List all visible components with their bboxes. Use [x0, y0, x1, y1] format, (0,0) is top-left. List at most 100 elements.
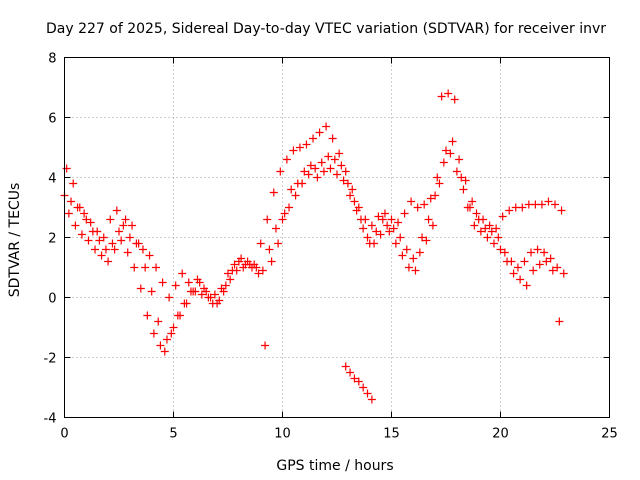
- data-point: [226, 275, 235, 284]
- data-point: [322, 122, 331, 131]
- data-point: [339, 176, 348, 185]
- data-point: [95, 236, 104, 245]
- data-point: [337, 161, 346, 170]
- data-point: [472, 209, 481, 218]
- data-point: [309, 134, 318, 143]
- data-point: [548, 266, 557, 275]
- data-point: [402, 245, 411, 254]
- data-point: [476, 227, 485, 236]
- data-point: [117, 236, 126, 245]
- data-point: [435, 179, 444, 188]
- data-point: [540, 248, 549, 257]
- data-point: [300, 167, 309, 176]
- data-point: [302, 140, 311, 149]
- data-point: [269, 188, 278, 197]
- data-point: [82, 215, 91, 224]
- data-point: [433, 173, 442, 182]
- data-point: [415, 248, 424, 257]
- data-point: [350, 374, 359, 383]
- x-tick-label: 25: [601, 427, 618, 442]
- data-point: [404, 263, 413, 272]
- data-point: [224, 269, 232, 278]
- data-point: [86, 218, 95, 227]
- data-point: [182, 299, 191, 308]
- data-point: [533, 245, 542, 254]
- data-point: [354, 377, 363, 386]
- data-point: [311, 164, 320, 173]
- chart-title: Day 227 of 2025, Sidereal Day-to-day VTE…: [46, 21, 606, 37]
- data-point: [363, 389, 372, 398]
- data-point: [210, 290, 219, 299]
- data-point: [505, 206, 514, 215]
- data-point: [394, 218, 403, 227]
- data-point: [553, 263, 562, 272]
- data-point: [267, 257, 276, 266]
- data-point: [197, 290, 206, 299]
- data-point: [106, 215, 115, 224]
- data-point: [130, 263, 139, 272]
- data-point: [176, 311, 185, 320]
- data-point: [396, 233, 405, 242]
- data-point: [261, 341, 270, 350]
- x-tick-label: 5: [169, 427, 177, 442]
- data-point: [313, 173, 322, 182]
- x-tick-label: 15: [383, 427, 400, 442]
- data-point: [559, 269, 568, 278]
- x-tick-label: 0: [60, 427, 68, 442]
- data-point: [328, 134, 337, 143]
- data-point: [555, 317, 564, 326]
- data-point: [374, 212, 383, 221]
- data-point: [171, 281, 180, 290]
- data-point: [487, 227, 496, 236]
- y-tick-label: -2: [44, 352, 57, 367]
- data-point: [444, 89, 453, 98]
- data-point: [274, 239, 283, 248]
- data-point: [75, 203, 84, 212]
- data-point: [167, 329, 176, 338]
- data-point: [138, 245, 147, 254]
- data-point: [424, 215, 433, 224]
- data-point: [459, 185, 468, 194]
- data-point: [418, 233, 427, 242]
- data-point: [71, 221, 80, 230]
- data-point: [485, 221, 494, 230]
- data-point: [97, 251, 106, 260]
- data-point: [230, 260, 239, 269]
- data-point: [280, 209, 289, 218]
- data-point: [551, 200, 559, 209]
- data-point: [154, 317, 163, 326]
- data-point: [110, 245, 119, 254]
- data-point: [136, 284, 145, 293]
- data-point: [513, 263, 522, 272]
- data-point: [407, 197, 416, 206]
- data-point: [343, 179, 352, 188]
- data-point: [147, 287, 156, 296]
- data-point: [145, 251, 154, 260]
- data-point: [104, 257, 113, 266]
- data-point: [304, 170, 313, 179]
- data-point: [520, 257, 529, 266]
- data-point: [88, 227, 97, 236]
- data-point: [276, 167, 285, 176]
- data-point: [503, 257, 512, 266]
- grid: [64, 57, 610, 418]
- x-tick-label: 20: [492, 427, 509, 442]
- data-point: [341, 167, 350, 176]
- data-point: [500, 248, 509, 257]
- data-point: [141, 263, 150, 272]
- data-point: [442, 146, 450, 155]
- data-point: [149, 329, 158, 338]
- data-point: [80, 209, 89, 218]
- data-point: [121, 215, 130, 224]
- data-point: [326, 164, 335, 173]
- data-point: [527, 248, 536, 257]
- data-point: [315, 128, 324, 137]
- data-point: [448, 137, 457, 146]
- data-point: [156, 341, 165, 350]
- data-point: [77, 230, 86, 239]
- data-point: [400, 209, 409, 218]
- data-point: [67, 197, 76, 206]
- data-point: [221, 281, 230, 290]
- data-point: [254, 269, 263, 278]
